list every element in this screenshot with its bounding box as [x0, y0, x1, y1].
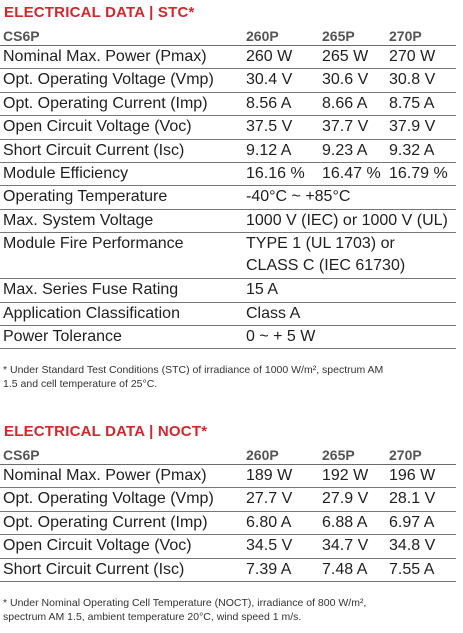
table-row: Short Circuit Current (Isc) 9.12 A 9.23 …: [0, 139, 456, 163]
cell-value: 16.79 %: [386, 162, 456, 187]
table-row: Application Classification Class A: [0, 302, 456, 326]
cell-value: 27.7 V: [243, 487, 319, 512]
footnote-line: 1.5 and cell temperature of 25°C.: [3, 378, 158, 390]
cell-value: 16.16 %: [243, 162, 319, 187]
row-label: Nominal Max. Power (Pmax): [0, 45, 243, 70]
row-label: Opt. Operating Voltage (Vmp): [0, 68, 243, 93]
cell-value: -40°C ~ +85°C: [243, 185, 456, 210]
row-label: Open Circuit Voltage (Voc): [0, 115, 243, 140]
cell-value: 28.1 V: [386, 487, 456, 512]
cell-value: 8.66 A: [319, 92, 386, 117]
row-label: Opt. Operating Current (Imp): [0, 92, 243, 117]
row-label: Nominal Max. Power (Pmax): [0, 464, 243, 489]
stc-table: CS6P 260P 265P 270P Nominal Max. Power (…: [0, 26, 456, 350]
row-label: Opt. Operating Current (Imp): [0, 511, 243, 536]
cell-value: 7.55 A: [386, 558, 456, 582]
noct-section-title: ELECTRICAL DATA | NOCT*: [4, 423, 208, 440]
row-label: Max. Series Fuse Rating: [0, 278, 243, 303]
cell-value: 8.56 A: [243, 92, 319, 117]
table-row: Nominal Max. Power (Pmax) 260 W 265 W 27…: [0, 45, 456, 70]
table-row: Module Efficiency 16.16 % 16.47 % 16.79 …: [0, 162, 456, 187]
table-row: Opt. Operating Current (Imp) 6.80 A 6.88…: [0, 511, 456, 536]
table-row: Open Circuit Voltage (Voc) 37.5 V 37.7 V…: [0, 115, 456, 140]
row-label: Open Circuit Voltage (Voc): [0, 534, 243, 559]
table-row: Open Circuit Voltage (Voc) 34.5 V 34.7 V…: [0, 534, 456, 559]
noct-table: CS6P 260P 265P 270P Nominal Max. Power (…: [0, 445, 456, 582]
cell-value: 9.12 A: [243, 139, 319, 163]
cell-value: 34.8 V: [386, 534, 456, 559]
stc-header-265p: 265P: [319, 26, 386, 46]
cell-value: 30.8 V: [386, 68, 456, 93]
cell-value: 7.39 A: [243, 558, 319, 582]
row-label: Module Efficiency: [0, 162, 243, 187]
noct-footnote: * Under Nominal Operating Cell Temperatu…: [3, 596, 455, 624]
cell-value: 30.4 V: [243, 68, 319, 93]
cell-value: 6.80 A: [243, 511, 319, 536]
table-row: Short Circuit Current (Isc) 7.39 A 7.48 …: [0, 558, 456, 582]
footnote-line: * Under Standard Test Conditions (STC) o…: [3, 364, 384, 376]
table-row: Opt. Operating Current (Imp) 8.56 A 8.66…: [0, 92, 456, 117]
cell-value: 27.9 V: [319, 487, 386, 512]
cell-value-line: CLASS C (IEC 61730): [246, 257, 406, 275]
row-label: Short Circuit Current (Isc): [0, 139, 243, 163]
row-label: Application Classification: [0, 302, 243, 326]
cell-value-line: TYPE 1 (UL 1703) or: [246, 235, 395, 253]
cell-value: 1000 V (IEC) or 1000 V (UL): [243, 209, 456, 234]
cell-value: 37.5 V: [243, 115, 319, 140]
row-label: Short Circuit Current (Isc): [0, 558, 243, 582]
cell-value: 192 W: [319, 464, 386, 489]
row-label: Operating Temperature: [0, 185, 243, 210]
footnote-line: spectrum AM 1.5, ambient temperature 20°…: [3, 611, 302, 623]
stc-header-model: CS6P: [0, 26, 243, 46]
row-label: Max. System Voltage: [0, 209, 243, 234]
cell-value: 270 W: [386, 45, 456, 70]
table-row: Opt. Operating Voltage (Vmp) 27.7 V 27.9…: [0, 487, 456, 512]
table-row: Nominal Max. Power (Pmax) 189 W 192 W 19…: [0, 464, 456, 489]
row-label: Module Fire Performance: [0, 232, 243, 280]
cell-value: 7.48 A: [319, 558, 386, 582]
cell-value: 37.9 V: [386, 115, 456, 140]
table-row: Opt. Operating Voltage (Vmp) 30.4 V 30.6…: [0, 68, 456, 93]
noct-header-260p: 260P: [243, 445, 319, 465]
cell-value: Class A: [243, 302, 456, 326]
stc-header-260p: 260P: [243, 26, 319, 46]
row-label: Opt. Operating Voltage (Vmp): [0, 487, 243, 512]
noct-header-row: CS6P 260P 265P 270P: [0, 445, 456, 465]
cell-value: 9.23 A: [319, 139, 386, 163]
cell-value: 189 W: [243, 464, 319, 489]
table-row: Operating Temperature -40°C ~ +85°C: [0, 185, 456, 210]
stc-section-title: ELECTRICAL DATA | STC*: [4, 4, 195, 21]
cell-value: 30.6 V: [319, 68, 386, 93]
cell-value: 34.5 V: [243, 534, 319, 559]
noct-header-265p: 265P: [319, 445, 386, 465]
table-row: Max. System Voltage 1000 V (IEC) or 1000…: [0, 209, 456, 234]
table-row: Power Tolerance 0 ~ + 5 W: [0, 325, 456, 350]
cell-value: 0 ~ + 5 W: [243, 325, 456, 350]
cell-value: 265 W: [319, 45, 386, 70]
cell-value: 6.88 A: [319, 511, 386, 536]
noct-header-model: CS6P: [0, 445, 243, 465]
stc-footnote: * Under Standard Test Conditions (STC) o…: [3, 363, 455, 391]
table-row: Max. Series Fuse Rating 15 A: [0, 278, 456, 303]
cell-value: TYPE 1 (UL 1703) or CLASS C (IEC 61730): [243, 232, 456, 280]
cell-value: 260 W: [243, 45, 319, 70]
cell-value: 34.7 V: [319, 534, 386, 559]
footnote-line: * Under Nominal Operating Cell Temperatu…: [3, 597, 367, 609]
cell-value: 6.97 A: [386, 511, 456, 536]
cell-value: 8.75 A: [386, 92, 456, 117]
cell-value: 15 A: [243, 278, 456, 303]
stc-header-270p: 270P: [386, 26, 456, 46]
stc-header-row: CS6P 260P 265P 270P: [0, 26, 456, 46]
row-label: Power Tolerance: [0, 325, 243, 350]
cell-value: 196 W: [386, 464, 456, 489]
cell-value: 9.32 A: [386, 139, 456, 163]
noct-header-270p: 270P: [386, 445, 456, 465]
cell-value: 37.7 V: [319, 115, 386, 140]
table-row: Module Fire Performance TYPE 1 (UL 1703)…: [0, 232, 456, 280]
cell-value: 16.47 %: [319, 162, 386, 187]
